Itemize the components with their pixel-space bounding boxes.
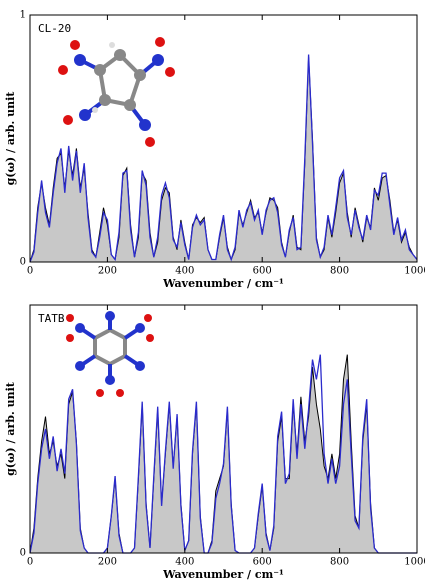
x-tick-label: 800: [330, 266, 349, 277]
x-axis-label: Wavenumber / cm⁻¹: [162, 568, 284, 581]
x-tick-label: 800: [330, 557, 349, 568]
cl20-molecule: [58, 37, 175, 147]
y-tick-label: 0: [20, 257, 26, 268]
x-tick-label: 200: [98, 557, 117, 568]
x-tick-label: 0: [27, 266, 33, 277]
y-axis-label: g(ω) / arb. unit: [4, 381, 17, 476]
x-tick-label: 0: [27, 557, 33, 568]
x-tick-label: 400: [175, 266, 194, 277]
tatb-molecule: [66, 311, 154, 397]
y-axis-label: g(ω) / arb. unit: [4, 91, 17, 186]
x-tick-label: 200: [98, 266, 117, 277]
x-axis-label: Wavenumber / cm⁻¹: [162, 277, 284, 290]
x-tick-label: 600: [253, 266, 272, 277]
y-tick-label: 0: [20, 548, 26, 559]
y-tick-label: 1: [20, 10, 26, 21]
x-tick-label: 400: [175, 557, 194, 568]
panel-title: TATB: [38, 312, 65, 325]
figure: 0 200 400 600 800 1000 0 1 Wavenumber / cm⁻¹ g(ω)…: [0, 0, 425, 581]
area: [30, 57, 417, 262]
x-tick-label: 600: [253, 557, 272, 568]
panel-title: CL-20: [38, 22, 71, 35]
